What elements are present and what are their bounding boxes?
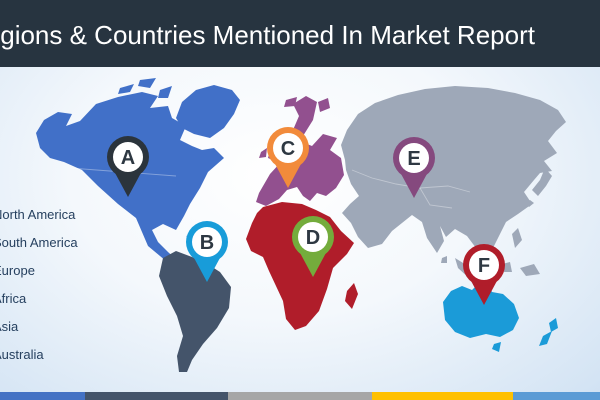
legend-item-europe: Europe [0,263,35,278]
map-pin-f: F [460,242,508,308]
legend-item-asia: Asia [0,319,19,334]
madagascar [345,283,358,309]
continent-europe [256,134,344,206]
pin-e-inner-circle [399,143,429,173]
pin-b-inner-circle [192,227,222,257]
pin-a-letter: A [121,147,135,169]
pin-e-letter: E [407,148,420,170]
map-pin-b: B [183,219,231,285]
map-pin-c: C [264,125,312,191]
novaya-zemlya [318,98,330,112]
strip-segment-blue [0,392,85,400]
pin-c-letter: C [281,138,295,160]
strip-segment-gold [372,392,513,400]
region-legend: North America South America Europe Afric… [0,201,78,369]
continent-australia [443,280,519,338]
tasmania [492,342,501,352]
continent-south-america [159,251,231,372]
new-zealand [539,318,558,346]
pin-d-letter: D [306,227,320,249]
arctic-islands [118,78,172,98]
strip-segment-gray [228,392,372,400]
strip-segment-lightblue [513,392,600,400]
greenland [176,85,240,138]
map-pin-e: E [390,135,438,201]
title-bar: Regions & Countries Mentioned In Market … [0,0,600,67]
page-title: Regions & Countries Mentioned In Market … [0,20,535,50]
pin-f-letter: F [478,255,490,277]
pin-d-inner-circle [298,222,328,252]
legend-item-north-america: North America [0,207,76,222]
japan [526,168,552,207]
legend-item-africa: Africa [0,291,27,306]
strip-segment-slate [85,392,228,400]
map-pin-a: A [104,134,152,200]
scandinavia [293,96,317,136]
pin-c-inner-circle [273,133,303,163]
continent-asia [341,86,566,263]
pin-b-letter: B [200,232,214,254]
legend-item-australia: Australia [0,347,44,362]
map-pin-d: D [289,214,337,280]
pin-a-inner-circle [113,142,143,172]
iceland [284,97,297,107]
pin-f-inner-circle [469,250,499,280]
footer-color-strip [0,392,600,400]
legend-item-south-america: South America [0,235,78,250]
